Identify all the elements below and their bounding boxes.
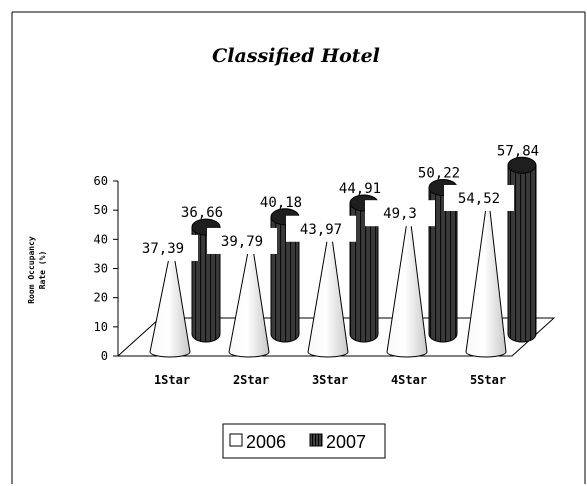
bar-2007-4 (507, 164, 537, 343)
label-2006-bg-3 (365, 200, 435, 227)
label-2007-4: 57,84 (497, 143, 539, 159)
x-category-1: 2Star (233, 373, 269, 387)
y-axis-label-line1: Room Occupancy (27, 236, 36, 304)
y-tick-label-5: 50 (94, 203, 108, 217)
y-tick-label-3: 30 (94, 262, 108, 276)
chart-title: Classified Hotel (212, 45, 380, 67)
x-axis-categories: 1Star 2Star 3Star 4Star 5Star (154, 373, 506, 387)
bar-2006-2 (307, 223, 349, 358)
series-2007-bars (191, 156, 537, 343)
legend-label-2006: 2006 (246, 432, 286, 452)
y-tick-label-0: 0 (101, 349, 108, 363)
x-category-2: 3Star (312, 373, 348, 387)
y-tick-label-4: 40 (94, 232, 108, 246)
label-2006-bg-2 (286, 215, 356, 242)
series-2006-bars (149, 192, 507, 358)
bar-2006-1 (228, 235, 270, 358)
legend: 2006 2007 (222, 423, 386, 459)
x-category-4: 5Star (470, 373, 506, 387)
bar-2006-0 (149, 242, 191, 358)
label-2007-2: 44,91 (339, 181, 381, 197)
y-tick-label-6: 60 (94, 174, 108, 188)
y-axis-label-line2: Rate (%) (38, 251, 47, 290)
bar-2007-top-4 (507, 156, 537, 174)
label-2006-0: 37,39 (142, 241, 184, 257)
bar-2006-4 (465, 192, 507, 358)
x-category-3: 4Star (391, 373, 427, 387)
label-2007-3: 50,22 (418, 166, 460, 182)
legend-swatch-2006 (229, 433, 243, 447)
y-axis-label: Room Occupancy Rate (%) (27, 236, 47, 304)
bar-2007-0 (191, 226, 221, 343)
legend-box (222, 423, 386, 459)
label-2007-1: 40,18 (260, 195, 302, 211)
y-tick-label-2: 20 (94, 291, 108, 305)
bar-2007-1 (270, 216, 300, 343)
label-2006-3: 49,3 (383, 206, 417, 222)
label-2006-2: 43,97 (300, 222, 342, 238)
label-2006-bg-1 (207, 227, 277, 254)
bar-2006-3 (386, 208, 428, 358)
label-2006-bg-4 (444, 184, 514, 211)
y-tick-label-1: 10 (94, 320, 108, 334)
bar-2007-2 (349, 202, 379, 343)
legend-label-2007: 2007 (326, 432, 366, 452)
legend-swatch-2007 (309, 433, 323, 447)
label-2006-bg-0 (128, 234, 198, 261)
y-axis-ticks: 0 10 20 30 40 50 60 (94, 174, 118, 363)
label-2006-1: 39,79 (221, 234, 263, 250)
x-category-0: 1Star (154, 373, 190, 387)
label-2006-4: 54,52 (458, 191, 500, 207)
label-2007-0: 36,66 (181, 205, 223, 221)
bar-2007-3 (428, 187, 458, 343)
